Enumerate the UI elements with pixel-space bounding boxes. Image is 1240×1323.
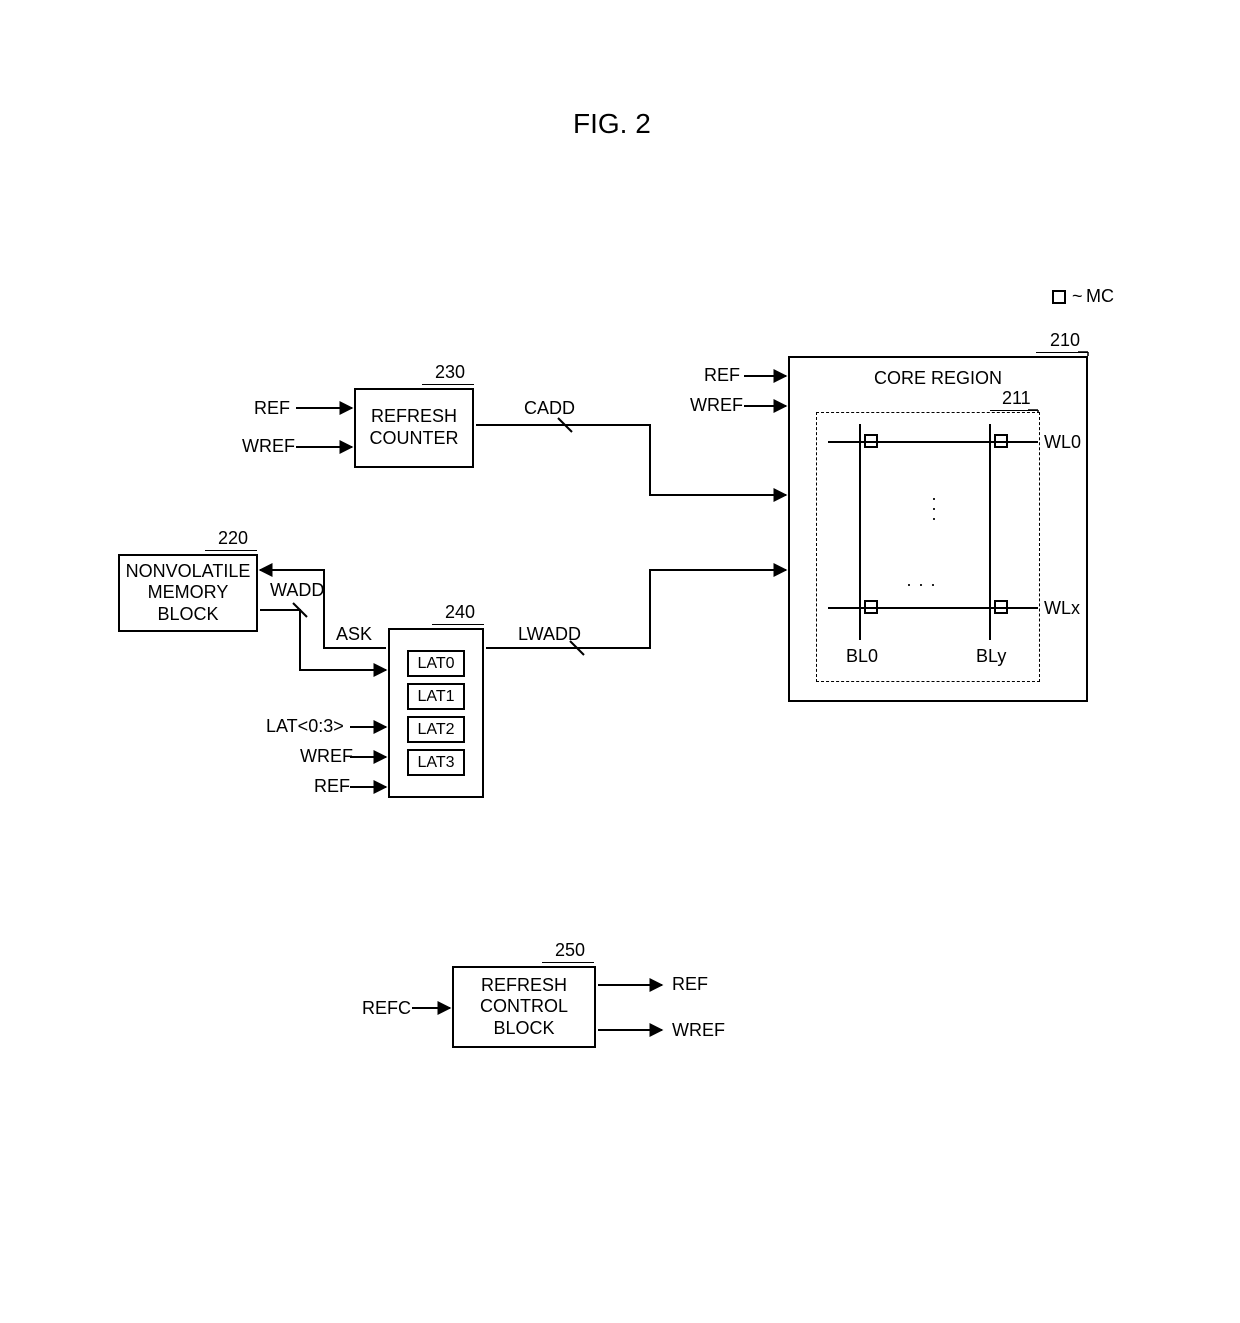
latch-wref-label: WREF — [300, 746, 353, 767]
ref-250-underline — [542, 962, 594, 963]
ref-210-underline — [1036, 352, 1088, 353]
rcb-ref-out: REF — [672, 974, 708, 995]
nvm-line1: NONVOLATILE — [126, 561, 251, 583]
ref-211-underline — [990, 410, 1038, 411]
mc-legend-tilde: ~ — [1072, 286, 1083, 307]
refc-label: REFC — [362, 998, 411, 1019]
ref-240-underline — [432, 624, 484, 625]
refresh-counter-line2: COUNTER — [370, 428, 459, 450]
core-region-label: CORE REGION — [874, 368, 1002, 390]
ref-240: 240 — [445, 602, 475, 623]
wadd-label: WADD — [270, 580, 324, 601]
refresh-control-block: REFRESH CONTROL BLOCK — [452, 966, 596, 1048]
rcb-line2: CONTROL BLOCK — [454, 996, 594, 1039]
lat1-box: LAT1 — [407, 683, 464, 710]
mc-legend-square — [1052, 290, 1066, 304]
ref-210: 210 — [1050, 330, 1080, 351]
lat3-box: LAT3 — [407, 749, 464, 776]
lat0-box: LAT0 — [407, 650, 464, 677]
figure-title: FIG. 2 — [573, 108, 651, 140]
ask-label: ASK — [336, 624, 372, 645]
ref-220-underline — [205, 550, 257, 551]
latch-ref-label: REF — [314, 776, 350, 797]
mc-bl — [864, 600, 878, 614]
rcb-wref-out: WREF — [672, 1020, 725, 1041]
bl0-label: BL0 — [846, 646, 878, 667]
wlx-label: WLx — [1044, 598, 1080, 619]
diagram-canvas: FIG. 2 ~ MC 230 REFRESH COUNTER REF WREF… — [0, 0, 1240, 1323]
rc-wref-label: WREF — [242, 436, 295, 457]
vertical-dots: ··· — [924, 496, 945, 526]
core-inner-dashed — [816, 412, 1040, 682]
wl0-label: WL0 — [1044, 432, 1081, 453]
core-ref-label: REF — [704, 365, 740, 386]
ref-250: 250 — [555, 940, 585, 961]
ref-230: 230 — [435, 362, 465, 383]
refresh-counter-block: REFRESH COUNTER — [354, 388, 474, 468]
refresh-counter-line1: REFRESH — [371, 406, 457, 428]
cadd-label: CADD — [524, 398, 575, 419]
mc-tl — [864, 434, 878, 448]
latbus-label: LAT<0:3> — [266, 716, 344, 737]
lwadd-label: LWADD — [518, 624, 581, 645]
ref-230-underline — [422, 384, 474, 385]
mc-tr — [994, 434, 1008, 448]
lat2-box: LAT2 — [407, 716, 464, 743]
latch-block: LAT0 LAT1 LAT2 LAT3 — [388, 628, 484, 798]
ref-211: 211 — [1002, 388, 1031, 409]
rcb-line1: REFRESH — [481, 975, 567, 997]
horizontal-dots: ··· — [906, 574, 942, 595]
bly-label: BLy — [976, 646, 1006, 667]
mc-legend-label: MC — [1086, 286, 1114, 307]
mc-br — [994, 600, 1008, 614]
nonvolatile-memory-block: NONVOLATILE MEMORY BLOCK — [118, 554, 258, 632]
nvm-line2: MEMORY BLOCK — [120, 582, 256, 625]
ref-220: 220 — [218, 528, 248, 549]
rc-ref-label: REF — [254, 398, 290, 419]
core-wref-label: WREF — [690, 395, 743, 416]
